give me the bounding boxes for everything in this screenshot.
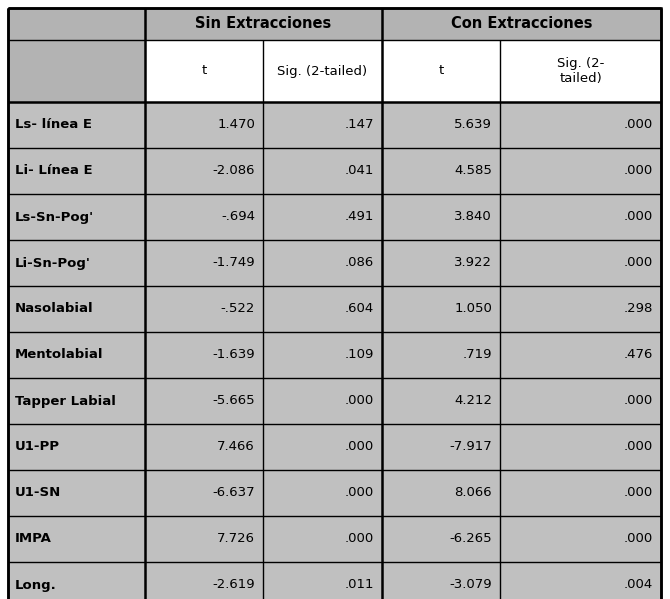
- Text: -6.265: -6.265: [450, 533, 492, 546]
- Text: U1-SN: U1-SN: [15, 486, 61, 500]
- Text: Mentolabial: Mentolabial: [15, 349, 103, 362]
- Bar: [145, 40, 263, 102]
- Text: 7.466: 7.466: [217, 440, 255, 453]
- Text: Nasolabial: Nasolabial: [15, 302, 94, 316]
- Text: Sig. (2-tailed): Sig. (2-tailed): [277, 65, 368, 77]
- Text: Tapper Labial: Tapper Labial: [15, 395, 116, 407]
- Text: .491: .491: [344, 210, 374, 223]
- Text: .719: .719: [462, 349, 492, 362]
- Text: .086: .086: [345, 256, 374, 270]
- Text: Ls-Sn-Pog': Ls-Sn-Pog': [15, 210, 94, 223]
- Text: -2.619: -2.619: [212, 579, 255, 591]
- Text: .000: .000: [624, 210, 653, 223]
- Text: 1.470: 1.470: [217, 119, 255, 132]
- Text: 7.726: 7.726: [217, 533, 255, 546]
- Text: -2.086: -2.086: [212, 165, 255, 177]
- Bar: [382, 40, 500, 102]
- Text: 1.050: 1.050: [454, 302, 492, 316]
- Text: -.694: -.694: [221, 210, 255, 223]
- Bar: [8, 102, 661, 148]
- Text: Li- Línea E: Li- Línea E: [15, 165, 92, 177]
- Text: .004: .004: [624, 579, 653, 591]
- Text: -1.749: -1.749: [212, 256, 255, 270]
- Bar: [8, 470, 661, 516]
- Text: .000: .000: [345, 440, 374, 453]
- Bar: [8, 424, 661, 470]
- Bar: [8, 378, 661, 424]
- Bar: [8, 562, 661, 599]
- Text: .000: .000: [624, 533, 653, 546]
- Text: .000: .000: [624, 119, 653, 132]
- Text: .000: .000: [624, 256, 653, 270]
- Text: .000: .000: [624, 440, 653, 453]
- Text: 5.639: 5.639: [454, 119, 492, 132]
- Bar: [8, 240, 661, 286]
- Text: .109: .109: [344, 349, 374, 362]
- Text: .000: .000: [624, 486, 653, 500]
- Text: .000: .000: [345, 486, 374, 500]
- Text: 4.212: 4.212: [454, 395, 492, 407]
- Text: 3.922: 3.922: [454, 256, 492, 270]
- Bar: [145, 8, 382, 40]
- Text: .011: .011: [344, 579, 374, 591]
- Text: Sig. (2-
tailed): Sig. (2- tailed): [557, 57, 604, 85]
- Bar: [500, 40, 661, 102]
- Text: .041: .041: [344, 165, 374, 177]
- Bar: [263, 40, 382, 102]
- Text: -7.917: -7.917: [450, 440, 492, 453]
- Text: -6.637: -6.637: [212, 486, 255, 500]
- Bar: [8, 286, 661, 332]
- Text: .000: .000: [624, 395, 653, 407]
- Bar: [8, 516, 661, 562]
- Text: U1-PP: U1-PP: [15, 440, 60, 453]
- Text: 3.840: 3.840: [454, 210, 492, 223]
- Text: .000: .000: [345, 533, 374, 546]
- Bar: [8, 332, 661, 378]
- Text: -.522: -.522: [220, 302, 255, 316]
- Text: Long.: Long.: [15, 579, 57, 591]
- Text: .604: .604: [345, 302, 374, 316]
- Text: -3.079: -3.079: [450, 579, 492, 591]
- Text: 4.585: 4.585: [454, 165, 492, 177]
- Text: .147: .147: [344, 119, 374, 132]
- Text: .298: .298: [624, 302, 653, 316]
- Text: t: t: [438, 65, 444, 77]
- Bar: [8, 8, 145, 102]
- Text: .476: .476: [624, 349, 653, 362]
- Text: Con Extracciones: Con Extracciones: [451, 17, 592, 32]
- Bar: [8, 148, 661, 194]
- Text: -5.665: -5.665: [212, 395, 255, 407]
- Text: 8.066: 8.066: [454, 486, 492, 500]
- Text: IMPA: IMPA: [15, 533, 52, 546]
- Text: .000: .000: [345, 395, 374, 407]
- Text: Li-Sn-Pog': Li-Sn-Pog': [15, 256, 91, 270]
- Text: Sin Extracciones: Sin Extracciones: [196, 17, 332, 32]
- Text: -1.639: -1.639: [212, 349, 255, 362]
- Text: t: t: [202, 65, 206, 77]
- Text: Ls- línea E: Ls- línea E: [15, 119, 92, 132]
- Text: .000: .000: [624, 165, 653, 177]
- Bar: [382, 8, 661, 40]
- Bar: [8, 194, 661, 240]
